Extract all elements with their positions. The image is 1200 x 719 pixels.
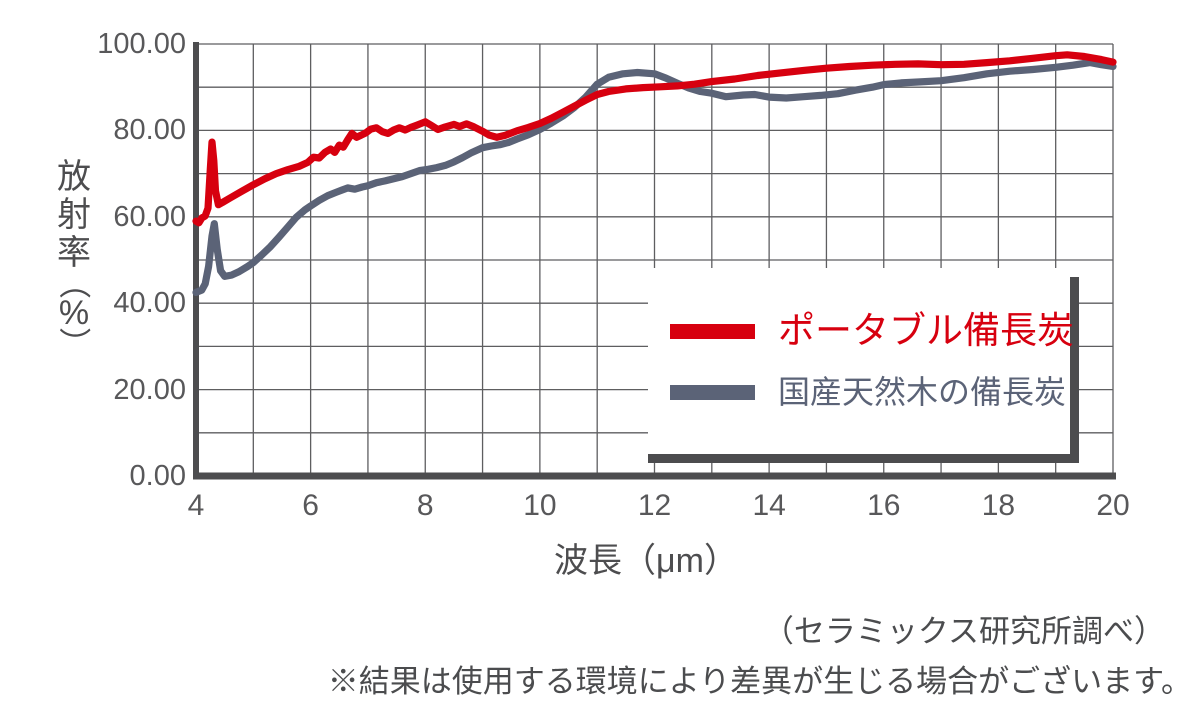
y-axis-title-char: 射 <box>57 196 91 234</box>
y-tick-label: 40.00 <box>113 287 186 320</box>
x-tick-label: 20 <box>1096 489 1130 522</box>
legend: ポータブル備長炭 国産天然木の備長炭 <box>648 268 1079 463</box>
legend-swatch-portable <box>670 323 755 339</box>
legend-shadow-right <box>1070 277 1079 463</box>
x-tick-label: 6 <box>302 489 319 522</box>
y-axis-title-char: ） <box>56 326 92 359</box>
disclaimer-note: ※結果は使用する環境により差異が生じる場合がございます。 <box>327 664 1192 699</box>
y-tick-label: 80.00 <box>113 114 186 147</box>
y-tick-label: 20.00 <box>113 373 186 406</box>
legend-item-portable: ポータブル備長炭 <box>670 309 1074 353</box>
y-tick-label: 60.00 <box>113 200 186 233</box>
y-tick-label: 100.00 <box>97 28 186 60</box>
y-axis-title-char: 放 <box>57 158 91 196</box>
y-axis-title-char: % <box>58 294 90 332</box>
legend-label-natural-wood: 国産天然木の備長炭 <box>778 374 1067 410</box>
y-tick-label: 0.00 <box>129 460 186 492</box>
y-axis-title: 放射率（%） <box>52 158 96 359</box>
legend-shadow-bottom <box>648 454 1079 463</box>
series-line-natural-wood <box>192 59 1117 296</box>
x-axis-title: 波長（μm） <box>554 542 738 580</box>
legend-item-natural-wood: 国産天然木の備長炭 <box>670 370 1066 414</box>
legend-label-portable: ポータブル備長炭 <box>778 310 1074 351</box>
x-tick-label: 14 <box>752 489 786 522</box>
x-tick-label: 18 <box>981 489 1016 522</box>
series-line-portable <box>192 51 1117 227</box>
x-tick-label: 4 <box>187 489 205 522</box>
legend-swatch-natural-wood <box>670 384 755 400</box>
x-tick-label: 16 <box>867 489 901 522</box>
x-tick-label: 10 <box>523 489 557 522</box>
x-tick-label: 8 <box>416 489 434 522</box>
y-axis-title-char: 率 <box>57 234 91 272</box>
source-note: （セラミックス研究所調べ） <box>762 614 1165 649</box>
x-tick-label: 12 <box>637 489 672 522</box>
